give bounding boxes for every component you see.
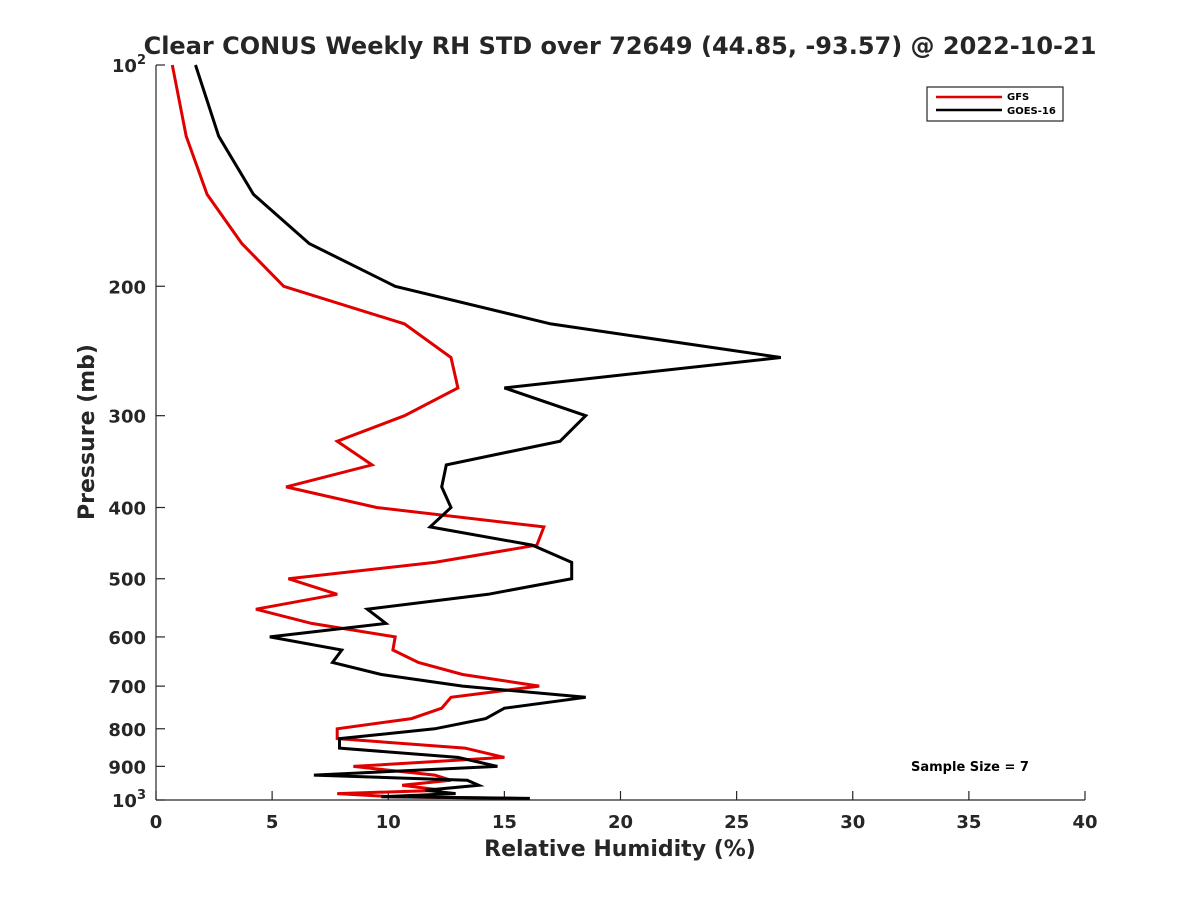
- y-tick-label-3: 400: [108, 499, 146, 520]
- x-tick-label-2: 10: [376, 812, 401, 833]
- x-axis-label: Relative Humidity (%): [484, 837, 756, 862]
- x-tick-label-7: 35: [956, 812, 981, 833]
- y-tick-label-1: 200: [108, 277, 146, 298]
- y-tick-label-0: 102: [112, 53, 146, 77]
- legend-box: [926, 86, 1064, 122]
- legend-label-goes: GOES-16: [1007, 106, 1056, 117]
- x-tick-label-1: 5: [266, 812, 279, 833]
- plot-area: [155, 65, 1085, 801]
- y-tick-label-4: 500: [108, 570, 146, 591]
- series-line-goes-16: [194, 64, 782, 800]
- y-tick-exp-9: 3: [137, 788, 146, 803]
- y-tick-label-8: 900: [108, 757, 146, 778]
- x-tick-label-6: 30: [840, 812, 865, 833]
- y-tick-base-0: 10: [112, 56, 137, 77]
- legend-label-gfs: GFS: [1007, 92, 1029, 103]
- y-tick-label-6: 700: [108, 677, 146, 698]
- x-tick-label-5: 25: [724, 812, 749, 833]
- y-tick-label-2: 300: [108, 407, 146, 428]
- y-tick-label-9: 103: [112, 788, 146, 812]
- y-tick-label-5: 600: [108, 628, 146, 649]
- y-tick-label-7: 800: [108, 720, 146, 741]
- sample-size-annotation: Sample Size = 7: [911, 760, 1029, 775]
- y-tick-base-9: 10: [112, 791, 137, 812]
- x-tick-label-3: 15: [492, 812, 517, 833]
- y-axis-label: Pressure (mb): [75, 344, 100, 520]
- x-axis-ticks: 0 5 10 15 20 25 30 35 40: [150, 791, 1098, 833]
- series-layer: [170, 64, 782, 800]
- x-tick-label-8: 40: [1072, 812, 1097, 833]
- x-tick-label-0: 0: [150, 812, 163, 833]
- x-tick-label-4: 20: [608, 812, 633, 833]
- chart-title: Clear CONUS Weekly RH STD over 72649 (44…: [144, 32, 1097, 60]
- legend: GFS GOES-16: [926, 86, 1064, 122]
- y-tick-exp-0: 2: [137, 53, 146, 68]
